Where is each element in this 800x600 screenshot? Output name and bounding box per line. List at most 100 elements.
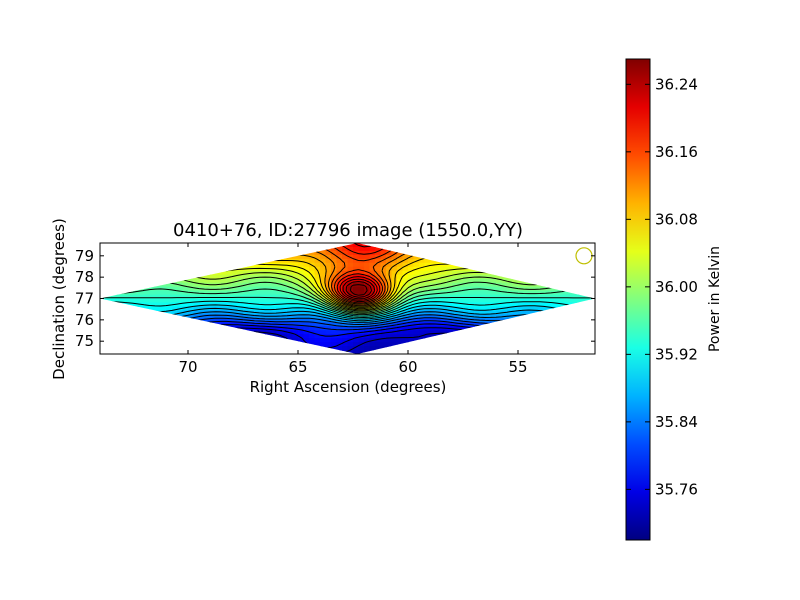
heat-cell [100,258,107,264]
heat-cell [397,338,404,343]
heat-cell [540,326,547,331]
heat-cell [133,262,140,268]
heat-cell [452,342,459,347]
heat-cell [336,282,343,288]
heat-cell [545,306,552,311]
heat-cell [116,322,123,327]
heat-cell [578,338,585,343]
heat-cell [446,266,453,272]
heat-cell [369,270,376,276]
heat-cell [320,282,327,288]
heat-cell [364,266,371,272]
heat-cell [309,278,316,284]
heat-cell [463,342,470,347]
heat-cell [232,270,239,276]
heat-cell [171,266,178,272]
heat-cell [314,314,321,319]
heat-cell [452,246,459,252]
heat-cell [512,342,519,347]
heat-cell [584,254,591,260]
heat-cell [479,266,486,272]
heat-cell [353,326,360,331]
heat-cell [171,306,178,311]
heat-cell [435,342,442,347]
heat-cell [232,243,239,248]
heat-cell [512,266,519,272]
heat-cell [408,278,415,284]
heat-cell [320,306,327,311]
heat-cell [529,322,536,327]
heat-cell [441,334,448,339]
heat-cell [144,298,151,304]
heat-cell [391,298,398,304]
heat-cell [193,302,200,308]
contour-line [349,284,368,296]
heat-cell [111,290,118,296]
heat-cell [424,322,431,327]
heat-cell [133,290,140,296]
heat-cell [155,246,162,252]
heat-cell [215,262,222,268]
heat-cell [496,326,503,331]
heat-cell [122,270,129,276]
heat-cell [540,306,547,311]
heat-cell [314,326,321,331]
heat-cell [507,330,514,335]
heat-cell [402,322,409,327]
heat-cell [204,334,211,339]
heat-cell [496,274,503,280]
heat-cell [556,302,563,308]
heat-cell [116,278,123,284]
heat-cell [215,310,222,315]
heat-cell [446,322,453,327]
heat-cell [177,246,184,252]
heat-cell [171,290,178,296]
heat-cell [457,306,464,311]
heat-cell [408,290,415,296]
heat-cell [408,294,415,300]
heat-cell [479,262,486,268]
colorbar-tick-label: 35.84 [655,413,698,431]
heat-cell [556,266,563,272]
heat-cell [221,342,228,347]
heat-cell [243,334,250,339]
heat-cell [166,278,173,284]
heat-cell [199,326,206,331]
heat-cell [496,250,503,256]
heat-cell [144,246,151,252]
heat-cell [551,322,558,327]
heat-cell [424,262,431,268]
heat-cell [578,294,585,300]
heat-cell [430,286,437,292]
heat-cell [144,310,151,315]
heat-cell [210,294,217,300]
heat-cell [182,294,189,300]
heat-cell [534,326,541,331]
heat-cell [149,250,156,256]
heat-cell [523,262,530,268]
heat-cell [111,278,118,284]
heat-cell [430,302,437,308]
heat-cell [380,338,387,343]
heat-cell [479,330,486,335]
heat-cell [562,243,569,248]
heat-cell [309,326,316,331]
heat-cell [259,254,266,260]
heat-cell [441,243,448,248]
heat-cell [177,266,184,272]
heat-cell [507,270,514,276]
heat-cell [562,270,569,276]
heat-cell [435,298,442,304]
heat-cell [534,294,541,300]
heat-cell [435,330,442,335]
y-tick-label: 79 [75,247,94,265]
heat-cell [540,250,547,256]
heat-cell [413,278,420,284]
plot-area: 0410+76, ID:27796 image (1550.0,YY) 70 65… [50,218,596,396]
heat-cell [237,243,244,248]
heat-cell [188,298,195,304]
heat-cell [248,282,255,288]
heat-cell [133,314,140,319]
heat-cell [402,290,409,296]
heat-cell [171,326,178,331]
